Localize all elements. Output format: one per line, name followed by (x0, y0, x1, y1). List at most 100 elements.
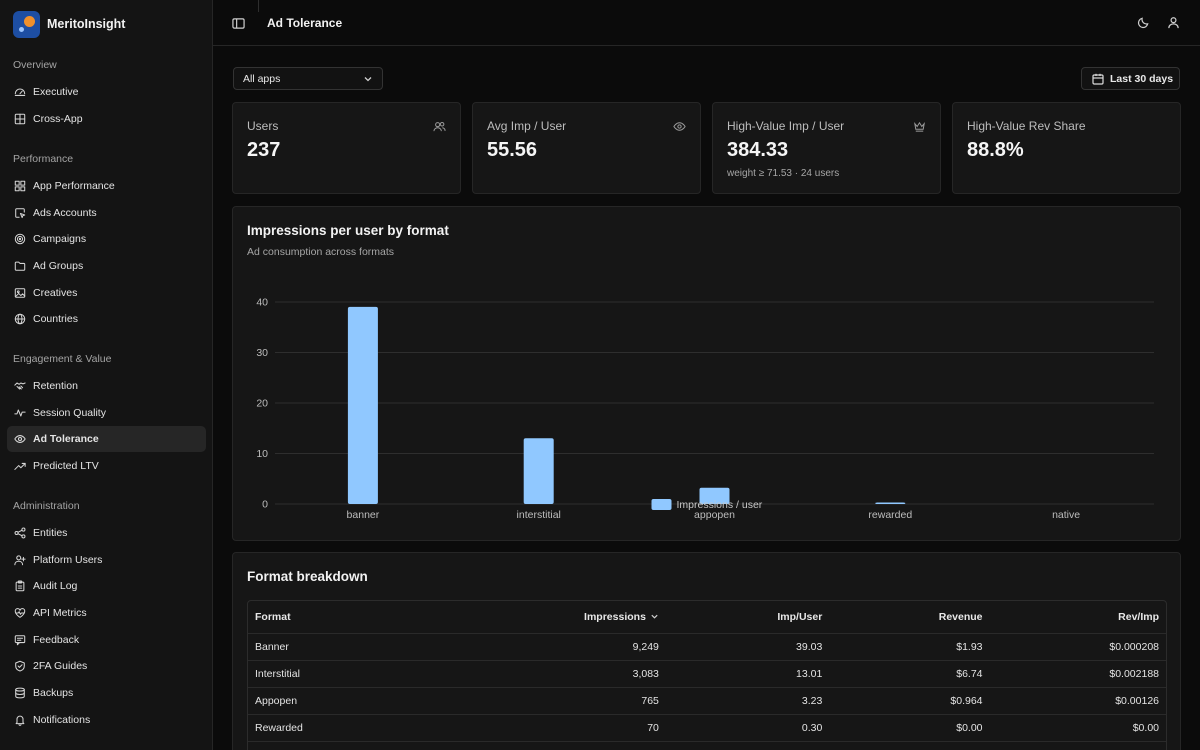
table-cell: 3.23 (665, 687, 830, 716)
table-row: Banner 9,249 39.03 $1.93 $0.000208 (248, 633, 1166, 661)
sidebar-item-campaigns[interactable]: Campaigns (7, 226, 206, 252)
sidebar-item-app-performance[interactable]: App Performance (7, 173, 206, 199)
sidebar-item-label: Executive (33, 86, 79, 98)
grid-icon (14, 113, 26, 125)
table-row: Interstitial 3,083 13.01 $6.74 $0.002188 (248, 660, 1166, 688)
moon-icon[interactable] (1137, 16, 1150, 29)
stat-card-avg-imp: Avg Imp / User 55.56 (472, 102, 701, 194)
y-tick-label: 20 (256, 398, 268, 410)
legend-label: Impressions / user (677, 499, 763, 511)
table-header-row: Format Impressions Imp/User Revenue Rev/… (248, 601, 1166, 634)
table-cell: 765 (419, 687, 666, 716)
nav-group-heading: Engagement & Value (13, 353, 112, 365)
table-row: Rewarded 70 0.30 $0.00 $0.00 (248, 714, 1166, 743)
sidebar-item-backups[interactable]: Backups (7, 680, 206, 706)
column-header-impressions-label: Impressions (584, 610, 646, 623)
table-cell: 39.03 (665, 633, 830, 661)
nav-group-heading: Overview (13, 59, 57, 71)
message-icon (14, 634, 26, 646)
column-header-rev-imp[interactable]: Rev/Imp (989, 601, 1166, 634)
sidebar-item-creatives[interactable]: Creatives (7, 280, 206, 306)
column-header-revenue[interactable]: Revenue (829, 601, 990, 634)
sidebar-item-ads-accounts[interactable]: Ads Accounts (7, 200, 206, 226)
y-tick-label: 0 (262, 499, 268, 511)
column-header-format[interactable]: Format (248, 601, 420, 634)
stat-value: 88.8% (967, 139, 1024, 161)
nav-group-heading: Performance (13, 153, 74, 165)
sidebar-item-platform-users[interactable]: Platform Users (7, 547, 206, 573)
sidebar-item-predicted-ltv[interactable]: Predicted LTV (7, 453, 206, 479)
database-icon (14, 687, 26, 699)
sidebar-item-notifications[interactable]: Notifications (7, 707, 206, 733)
nav-group: Engagement & Value Retention Session Quali… (0, 350, 213, 480)
sidebar-item-label: Backups (33, 687, 74, 700)
stat-card-users: Users 237 (232, 102, 461, 194)
table-cell: Rewarded (248, 714, 420, 743)
top-header: Ad Tolerance (213, 0, 1200, 46)
sidebar-item-label: Platform Users (33, 553, 103, 566)
sidebar-item-label: Ad Groups (33, 260, 84, 273)
app-select[interactable]: All apps (233, 67, 383, 90)
table-row: Appopen 765 3.23 $0.964 $0.00126 (248, 687, 1166, 716)
table-cell: 9,249 (419, 633, 666, 661)
sidebar-item-ad-tolerance[interactable]: Ad Tolerance (7, 426, 206, 453)
eye-icon (673, 120, 686, 133)
y-tick-label: 10 (256, 448, 268, 460)
sidebar-item-2fa-guides[interactable]: 2FA Guides (7, 653, 206, 679)
app-select-value: All apps (243, 72, 281, 85)
sort-chevron-down-icon (650, 612, 659, 621)
x-tick-label: native (1052, 509, 1080, 521)
date-range-button[interactable]: Last 30 days (1081, 67, 1180, 90)
sidebar-item-label: Cross-App (33, 112, 83, 125)
page-title: Ad Tolerance (267, 16, 343, 30)
sidebar-item-executive[interactable]: Executive (7, 79, 206, 105)
sidebar-item-ad-groups[interactable]: Ad Groups (7, 253, 206, 279)
chart-bar (523, 438, 554, 504)
gauge-icon (14, 86, 26, 98)
stat-value: 55.56 (487, 139, 538, 161)
sidebar-item-label: Entities (33, 527, 68, 539)
sidebar-item-session-quality[interactable]: Session Quality (7, 400, 206, 426)
table-cell: $0.964 (829, 687, 990, 716)
trending-up-icon (14, 460, 26, 472)
user-plus-icon (14, 554, 26, 566)
stat-subtext: weight ≥ 71.53 · 24 users (727, 168, 840, 179)
sidebar-item-api-metrics[interactable]: API Metrics (7, 600, 206, 626)
sidebar-item-audit-log[interactable]: Audit Log (7, 573, 206, 599)
sidebar-item-cross-app[interactable]: Cross-App (7, 106, 206, 132)
bell-icon (14, 714, 26, 726)
calendar-icon (1092, 73, 1104, 85)
table-cell: $0.002188 (989, 660, 1166, 688)
sidebar-toggle-icon[interactable] (232, 17, 245, 30)
stat-card-high-value-imp: High-Value Imp / User 384.33 weight ≥ 71… (712, 102, 941, 194)
x-tick-label: interstitial (517, 509, 561, 521)
sidebar-item-countries[interactable]: Countries (7, 306, 206, 332)
table-cell: 70 (419, 714, 666, 743)
app-name: MeritoInsight (47, 17, 126, 31)
stat-label: Users (247, 119, 279, 133)
stat-value: 384.33 (727, 139, 789, 161)
column-header-impressions[interactable]: Impressions (419, 601, 666, 634)
sidebar-item-label: Ad Tolerance (33, 433, 99, 446)
date-range-label: Last 30 days (1110, 72, 1174, 85)
table-title: Format breakdown (247, 569, 368, 584)
impressions-per-user-chart: 0 10 20 30 40 banner interstitial appopen reward… (256, 297, 1154, 521)
brand[interactable]: MeritoInsight (13, 10, 125, 38)
table-cell: $0.00 (989, 714, 1166, 743)
globe-icon (14, 313, 26, 325)
sidebar: MeritoInsight Overview Executive Cross-App… (0, 0, 213, 750)
table-cell: 13.01 (665, 660, 830, 688)
table-cell: $1.93 (829, 633, 990, 661)
heart-pulse-icon (14, 607, 26, 619)
sidebar-item-label: API Metrics (33, 607, 87, 620)
sidebar-item-feedback[interactable]: Feedback (7, 627, 206, 653)
sidebar-item-label: Feedback (33, 633, 80, 646)
sidebar-item-label: Notifications (33, 713, 91, 726)
sidebar-item-retention[interactable]: Retention (7, 373, 206, 399)
chart-bar (347, 306, 378, 504)
nav-group: Administration Entities Platform Users Audi… (0, 497, 213, 734)
column-header-imp-user[interactable]: Imp/User (665, 601, 830, 634)
user-icon[interactable] (1167, 16, 1180, 29)
sidebar-item-label: Retention (33, 380, 78, 392)
sidebar-item-entities[interactable]: Entities (7, 520, 206, 546)
